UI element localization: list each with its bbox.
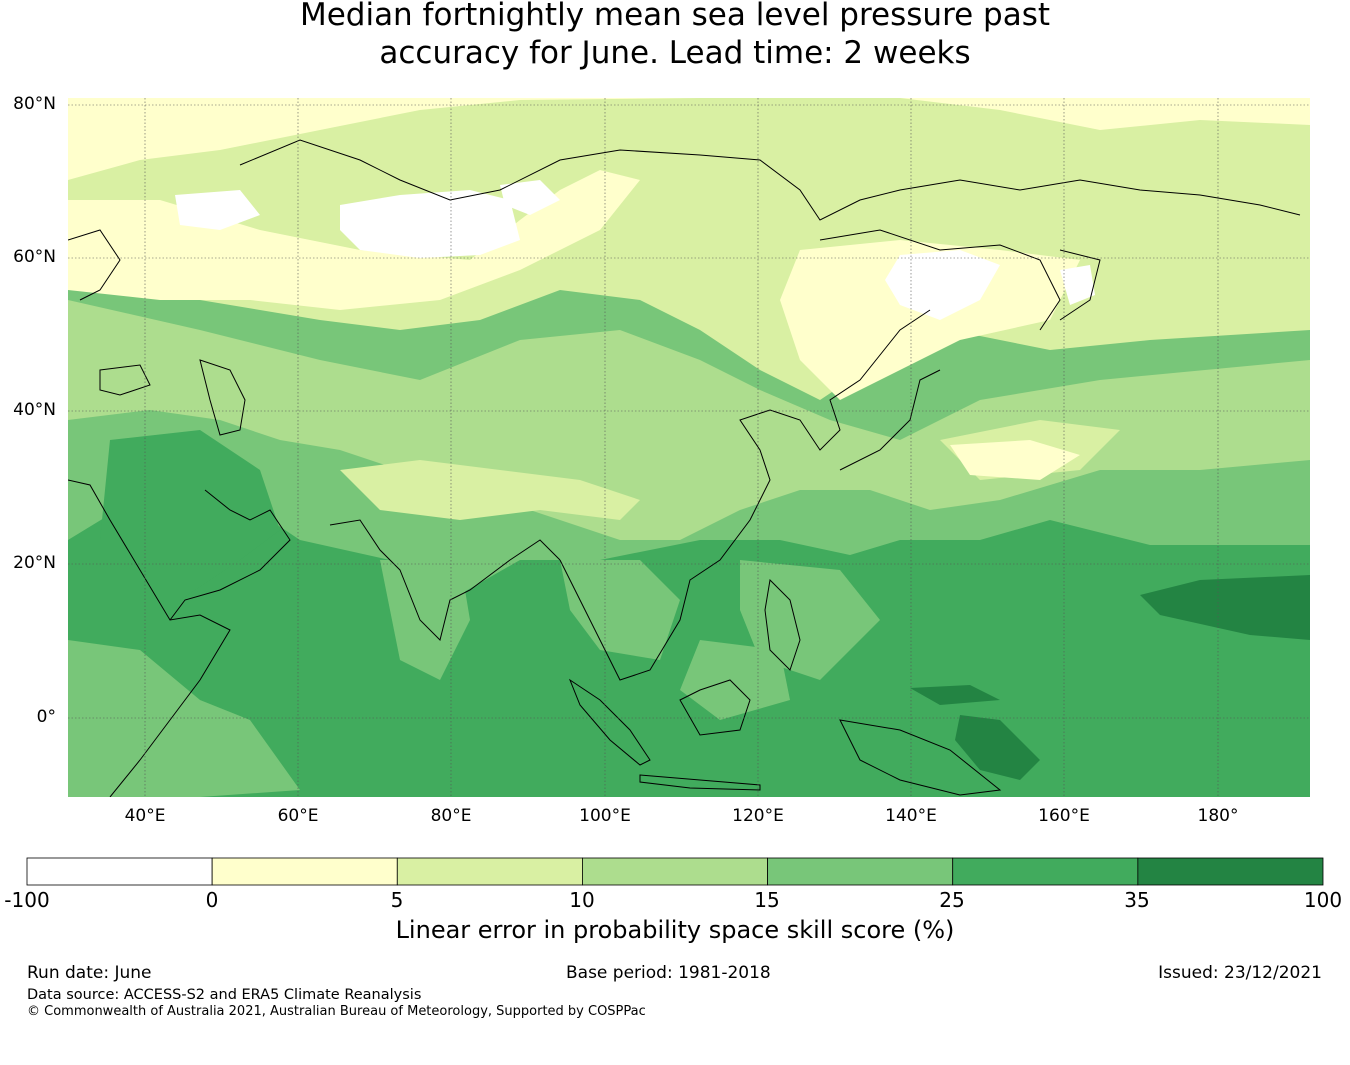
field-patch-15-25-indochina — [560, 560, 680, 660]
coast-china-korea — [769, 309, 931, 451]
field-band-10-15 — [68, 300, 1310, 540]
field-patch-neg-kara — [500, 180, 560, 215]
title-line-2: accuracy for June. Lead time: 2 weeks — [379, 35, 971, 71]
lat-label-20: 20°N — [13, 553, 56, 573]
coast-philippines — [764, 578, 801, 671]
field-patch-0-5-europe — [68, 170, 640, 310]
field-patch-35-100-pacific — [1140, 575, 1310, 640]
field-patch-15-25-africa — [68, 640, 300, 797]
coast-borneo — [679, 679, 751, 736]
field-patch-15-25-india — [380, 560, 470, 680]
coast-newguinea — [839, 719, 1002, 796]
lon-label-140e: 140°E — [885, 806, 937, 826]
field-patch-0-5-okhotsk — [780, 240, 1080, 400]
lat-label-0: 0° — [36, 707, 56, 727]
issued-date: Issued: 23/12/2021 — [1158, 963, 1322, 983]
colorbar — [26, 857, 1324, 886]
coast-black-sea — [99, 364, 151, 396]
lon-label-80e: 80°E — [430, 806, 472, 826]
field-patch-15-25-pacific — [680, 640, 790, 720]
field-patch-35-100-equator — [910, 685, 1000, 705]
coast-arctic — [239, 139, 1301, 221]
field-patch-35-100-newguinea — [955, 715, 1040, 780]
colorbar-tick-label: 10 — [569, 888, 595, 912]
colorbar-segment — [582, 857, 768, 886]
colorbar-tick-label: 0 — [205, 888, 219, 912]
lon-label-40e: 40°E — [124, 806, 166, 826]
coast-arabia-east — [169, 489, 291, 621]
field-patch-neg-kamchatka — [1060, 265, 1095, 305]
coast-baltic — [68, 229, 121, 301]
colorbar-tick-label: 35 — [1124, 888, 1150, 912]
field-band-0-5 — [68, 98, 1310, 180]
data-source: Data source: ACCESS-S2 and ERA5 Climate … — [27, 987, 422, 1003]
colorbar-tick-label: 25 — [939, 888, 965, 912]
colorbar-tick-label: 5 — [390, 888, 404, 912]
coast-okhotsk — [819, 229, 1061, 331]
lon-label-160e: 160°E — [1038, 806, 1090, 826]
lon-label-100e: 100°E — [579, 806, 631, 826]
field-patch-0-5-nw-pacific — [950, 440, 1080, 480]
copyright: © Commonwealth of Australia 2021, Austra… — [27, 1004, 646, 1019]
colorbar-segment — [1137, 857, 1324, 886]
coast-india — [329, 519, 561, 641]
coast-japan — [839, 369, 941, 471]
colorbar-segment — [211, 857, 398, 886]
title-line-1: Median fortnightly mean sea level pressu… — [299, 0, 1051, 33]
colorbar-segment — [396, 857, 583, 886]
lat-label-40: 40°N — [13, 400, 56, 420]
base-period: Base period: 1981-2018 — [566, 963, 771, 983]
field-patch-neg-westsiberia — [340, 190, 520, 258]
coast-java — [639, 774, 761, 791]
figure-title: Median fortnightly mean sea level pressu… — [0, 0, 1350, 72]
lon-label-60e: 60°E — [277, 806, 319, 826]
skill-field — [68, 98, 1310, 797]
lon-label-180: 180° — [1197, 806, 1239, 826]
lat-label-80: 80°N — [13, 94, 56, 114]
coastlines — [68, 139, 1301, 797]
coast-indochina — [559, 409, 771, 681]
colorbar-segment — [26, 857, 213, 886]
colorbar-tick-label: 100 — [1303, 888, 1343, 912]
field-patch-5-10-china — [340, 460, 640, 520]
graticule — [68, 98, 1310, 797]
field-patch-neg-okhotsk — [885, 250, 1000, 320]
run-date: Run date: June — [27, 963, 152, 983]
field-patch-neg-scandinavia — [175, 190, 260, 230]
coast-arabia-africa — [68, 479, 231, 797]
colorbar-segment — [767, 857, 954, 886]
coast-kamchatka — [1059, 249, 1101, 321]
coast-caspian — [199, 359, 246, 436]
colorbar-label: Linear error in probability space skill … — [395, 916, 955, 944]
colorbar-tick-label: 15 — [754, 888, 780, 912]
lon-label-120e: 120°E — [732, 806, 784, 826]
colorbar-segment — [952, 857, 1139, 886]
lat-label-60: 60°N — [13, 247, 56, 267]
colorbar-tick-label: -100 — [4, 888, 50, 912]
